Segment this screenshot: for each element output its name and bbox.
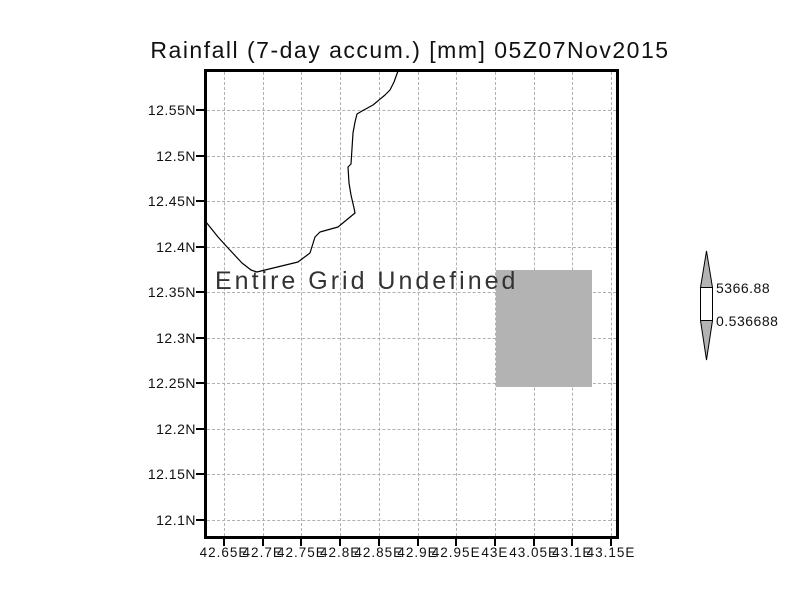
graticule-meridian	[456, 72, 458, 536]
lat-tick-label: 12.25N	[147, 375, 196, 391]
lon-tick-label: 42.8E	[319, 545, 361, 560]
graticule-meridian	[301, 72, 303, 536]
graticule-parallel	[207, 383, 616, 384]
lon-axis-tick	[571, 539, 574, 546]
lat-axis-tick	[196, 518, 205, 521]
graticule-parallel	[207, 292, 616, 293]
lat-tick-label: 12.35N	[147, 284, 196, 300]
map-frame	[204, 69, 619, 539]
lon-axis-tick	[300, 539, 303, 546]
lon-tick-label: 43.05E	[509, 545, 558, 560]
lat-tick-label: 12.5N	[156, 147, 196, 164]
graticule-parallel	[207, 519, 616, 521]
lat-tick-label: 12.15N	[147, 466, 196, 482]
lon-axis-tick	[493, 539, 496, 546]
lon-tick-label: 42.7E	[242, 545, 283, 560]
lat-tick-label: 12.2N	[156, 420, 196, 437]
lon-axis-tick	[261, 539, 264, 546]
lon-tick-label: 42.65E	[199, 545, 249, 560]
lon-axis-tick	[610, 539, 612, 546]
graticule-meridian	[224, 72, 225, 536]
graticule-parallel	[207, 246, 616, 248]
graticule-parallel	[207, 201, 616, 202]
lat-tick-label: 12.1N	[156, 511, 196, 528]
graticule-meridian	[340, 72, 342, 536]
graticule-parallel	[207, 428, 616, 430]
lon-tick-label: 43.15E	[586, 545, 636, 560]
colorbar-min-label: 0.536688	[716, 313, 779, 329]
graticule-meridian	[417, 72, 419, 536]
graticule-meridian	[494, 72, 496, 536]
graticule-parallel	[207, 110, 616, 111]
lon-tick-label: 43.1E	[552, 545, 593, 560]
undefined-grid-annotation: Entire Grid Undefined	[215, 267, 519, 295]
lat-tick-label: 12.4N	[156, 238, 196, 255]
lon-axis-tick	[455, 539, 458, 546]
lon-axis-tick	[377, 539, 380, 546]
graticule-parallel	[207, 155, 616, 157]
lat-axis-tick	[196, 154, 205, 157]
graticule-meridian	[611, 72, 612, 536]
lat-axis-tick	[196, 427, 205, 430]
lat-axis-tick	[196, 291, 205, 293]
lon-tick-label: 43E	[481, 545, 509, 560]
lat-tick-label: 12.45N	[147, 193, 196, 209]
lon-axis-tick	[339, 539, 342, 546]
lat-axis-tick	[196, 473, 205, 475]
lon-tick-label: 42.75E	[276, 545, 326, 560]
lat-axis-tick	[196, 382, 205, 384]
lat-tick-label: 12.3N	[156, 329, 196, 346]
lat-tick-label: 12.55N	[147, 102, 196, 118]
graticule-parallel	[207, 337, 616, 339]
lon-axis-tick	[223, 539, 225, 546]
lon-tick-label: 42.85E	[354, 545, 404, 560]
chart-title: Rainfall (7-day accum.) [mm] 05Z07Nov201…	[150, 37, 670, 63]
lon-tick-label: 42.95E	[431, 545, 481, 560]
lat-axis-tick	[196, 245, 205, 248]
graticule-parallel	[207, 474, 616, 475]
graticule-meridian	[262, 72, 264, 536]
lat-axis-tick	[196, 336, 205, 339]
graticule-meridian	[378, 72, 380, 536]
colorbar-max-label: 5366.88	[716, 280, 771, 296]
lat-axis-tick	[196, 109, 205, 111]
lon-tick-label: 42.9E	[397, 545, 438, 560]
lon-axis-tick	[532, 539, 535, 546]
lon-axis-tick	[416, 539, 419, 546]
lat-axis-tick	[196, 200, 205, 202]
